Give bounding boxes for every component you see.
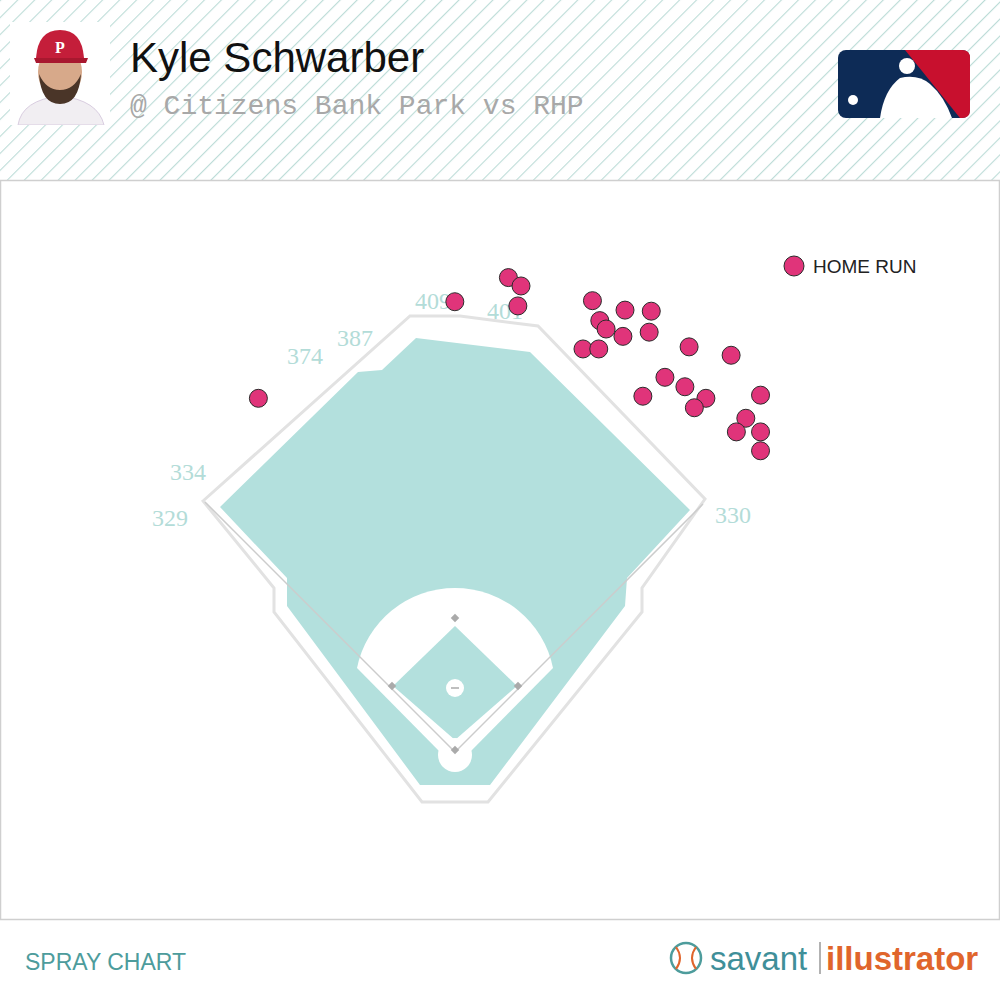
home-run-point — [590, 340, 608, 358]
home-area — [438, 738, 472, 772]
home-run-point — [249, 389, 267, 407]
home-run-point — [583, 292, 601, 310]
fence-distance: 334 — [170, 459, 206, 485]
home-run-point — [509, 297, 527, 315]
brand-ball — [671, 943, 701, 973]
fence-distance: 329 — [152, 505, 188, 531]
foul-line — [205, 502, 455, 752]
home-run-point — [752, 442, 770, 460]
infield-dirt — [357, 588, 553, 752]
field — [203, 316, 705, 802]
home-run-point — [614, 327, 632, 345]
home-run-point — [634, 387, 652, 405]
chart-svg: P Kyle Schwarber @ Citizens Bank Park vs R… — [0, 0, 1000, 1000]
legend-label: HOME RUN — [813, 256, 916, 277]
foul-line — [455, 504, 703, 752]
base — [451, 746, 459, 754]
fence-distance: 374 — [287, 343, 323, 369]
points — [249, 269, 769, 460]
brand-right: illustrator — [826, 940, 978, 977]
home-run-point — [640, 323, 658, 341]
base — [388, 682, 396, 690]
home-run-point — [752, 423, 770, 441]
home-run-point — [676, 378, 694, 396]
fence-distance: 387 — [337, 325, 373, 351]
base — [451, 614, 459, 622]
home-run-point — [680, 338, 698, 356]
home-run-point — [446, 293, 464, 311]
brand-left: savant — [710, 940, 807, 977]
svg-text:P: P — [55, 39, 65, 56]
background — [0, 0, 1000, 1000]
home-run-point — [512, 277, 530, 295]
pitcher-mound — [446, 679, 464, 697]
footer-label: SPRAY CHART — [25, 949, 186, 975]
plot-frame — [1, 181, 1000, 920]
home-run-point — [597, 320, 615, 338]
infield-grass — [393, 626, 517, 740]
brand-separator — [819, 942, 821, 974]
player-photo: P — [10, 22, 110, 125]
chart-subtitle: @ Citizens Bank Park vs RHP — [130, 91, 584, 122]
home-run-point — [727, 423, 745, 441]
legend-marker — [784, 256, 804, 276]
pitcher-rubber — [451, 687, 459, 689]
home-run-point — [642, 302, 660, 320]
home-run-point — [752, 386, 770, 404]
fence-distance: 330 — [715, 502, 751, 528]
header-band — [0, 0, 1000, 180]
home-run-point — [616, 301, 634, 319]
home-run-point — [656, 368, 674, 386]
base — [514, 682, 522, 690]
outfield-grass — [220, 338, 690, 785]
legend: HOME RUN — [784, 256, 916, 277]
league-logo — [838, 50, 970, 118]
home-run-point — [722, 346, 740, 364]
chart-title: Kyle Schwarber — [130, 34, 424, 81]
home-run-point — [685, 399, 703, 417]
stadium-outline — [203, 316, 705, 802]
